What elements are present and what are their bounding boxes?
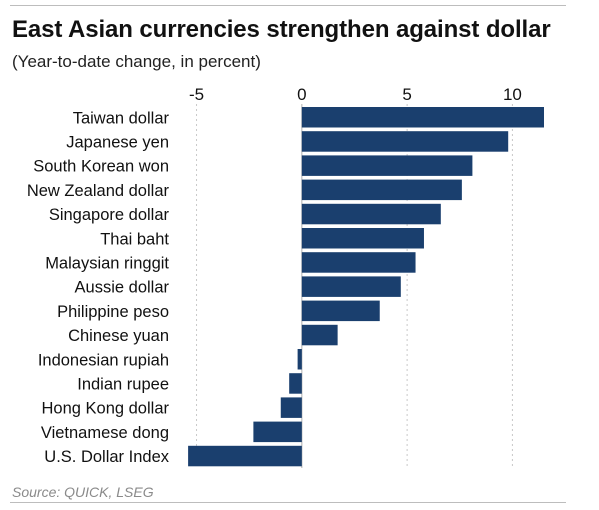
category-label: Taiwan dollar [73, 109, 170, 127]
category-label: Aussie dollar [75, 279, 170, 297]
bar-hong-kong-dollar [280, 397, 302, 418]
category-label: Philippine peso [57, 303, 169, 321]
bar-south-korean-won [301, 155, 473, 176]
bar-indian-rupee [289, 373, 302, 394]
bar-aussie-dollar [301, 276, 401, 297]
category-label: Chinese yuan [68, 327, 169, 345]
chart-title: East Asian currencies strengthen against… [12, 16, 551, 43]
category-label: Thai baht [100, 230, 169, 248]
chart-subtitle: (Year-to-date change, in percent) [12, 52, 261, 71]
source-note: Source: QUICK, LSEG [12, 484, 154, 500]
category-label: South Korean won [33, 158, 169, 176]
bar-japanese-yen [301, 131, 509, 152]
category-label: Indonesian rupiah [38, 351, 169, 369]
bar-new-zealand-dollar [301, 179, 462, 201]
x-tick-labels: -5 0 5 10 [189, 85, 522, 104]
x-tick-label: 10 [503, 85, 522, 104]
bar-philippine-peso [301, 300, 380, 322]
category-label: Singapore dollar [49, 206, 170, 224]
category-label: Hong Kong dollar [41, 400, 169, 418]
x-tick-label: 5 [402, 85, 411, 104]
category-label: Malaysian ringgit [45, 254, 169, 272]
bottom-rule [10, 502, 566, 503]
category-labels: Taiwan dollar Japanese yen South Korean wo… [27, 109, 170, 466]
category-label: Japanese yen [66, 133, 169, 151]
bar-chinese-yuan [301, 324, 338, 346]
x-tick-label: 0 [297, 85, 306, 104]
category-label: Vietnamese dong [41, 424, 169, 442]
bar-taiwan-dollar [301, 107, 544, 128]
bar-indonesian-rupiah [297, 349, 302, 370]
category-label: Indian rupee [77, 375, 169, 393]
bar-malaysian-ringgit [301, 252, 416, 273]
bars [188, 107, 544, 467]
bar-u-s-dollar-index [188, 445, 302, 467]
top-rule [10, 5, 566, 6]
bar-vietnamese-dong [253, 421, 302, 443]
category-label: New Zealand dollar [27, 182, 170, 200]
bar-thai-baht [301, 228, 424, 249]
x-tick-label: -5 [189, 85, 204, 104]
bar-singapore-dollar [301, 203, 441, 225]
category-label: U.S. Dollar Index [44, 448, 169, 466]
